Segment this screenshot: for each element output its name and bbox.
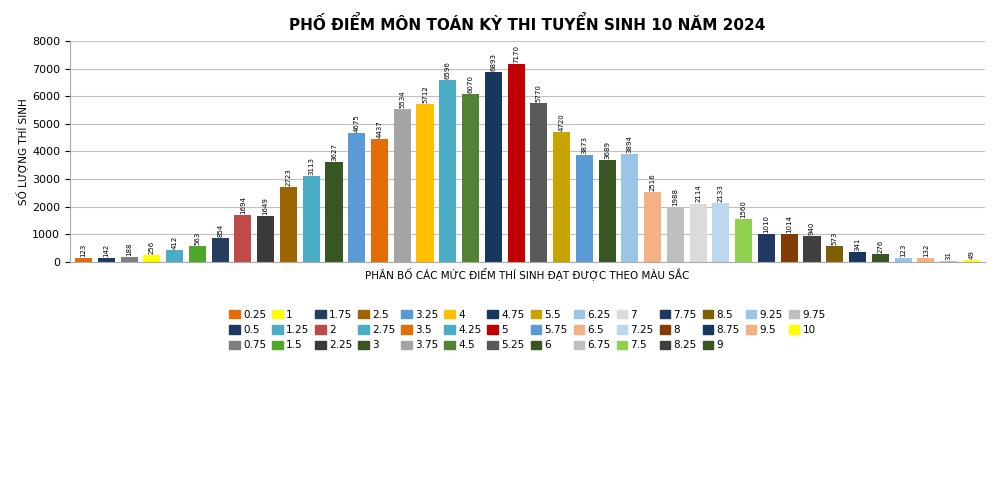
Bar [325,162,343,262]
Bar [963,260,980,262]
Text: 940: 940 [809,222,815,235]
Text: 1014: 1014 [786,215,792,233]
Text: 256: 256 [149,241,155,253]
Text: 5534: 5534 [399,90,405,108]
Text: 3894: 3894 [627,135,633,153]
Text: 5712: 5712 [422,85,428,103]
Bar [803,236,821,262]
X-axis label: PHÂN BỐ CÁC MỨC ĐIỂM THÍ SINH ĐẠT ĐƯỢC THEO MÀU SẮC: PHÂN BỐ CÁC MỨC ĐIỂM THÍ SINH ĐẠT ĐƯỢC T… [365,267,690,280]
Bar [530,103,547,262]
Bar [553,132,570,262]
Bar [781,234,798,262]
Bar [394,109,411,262]
Text: 3627: 3627 [331,143,337,161]
Text: 1649: 1649 [263,197,269,215]
Bar [758,234,775,262]
Title: PHỐ ĐIỂM MÔN TOÁN KỲ THI TUYỂN SINH 10 NĂM 2024: PHỐ ĐIỂM MÔN TOÁN KỲ THI TUYỂN SINH 10 N… [289,15,766,33]
Bar [189,247,206,262]
Bar [621,155,638,262]
Text: 1988: 1988 [672,188,678,206]
Text: 3113: 3113 [308,157,314,175]
Bar [75,258,92,262]
Text: 123: 123 [81,244,87,257]
Bar [212,238,229,262]
Bar [303,176,320,262]
Bar [735,219,752,262]
Text: 2516: 2516 [650,173,656,191]
Bar [940,261,957,262]
Text: 4675: 4675 [354,114,360,132]
Text: 1694: 1694 [240,196,246,214]
Text: 2114: 2114 [695,185,701,202]
Text: 6596: 6596 [445,61,451,79]
Bar [371,140,388,262]
Bar [462,94,479,262]
Bar [348,133,365,262]
Text: 1560: 1560 [741,200,747,218]
Text: 2133: 2133 [718,184,724,202]
Y-axis label: SỐ LƯỢNG THÍ SINH: SỐ LƯỢNG THÍ SINH [15,98,28,205]
Bar [826,246,843,262]
Text: 188: 188 [126,242,132,255]
Bar [485,72,502,262]
Bar [416,104,434,262]
Text: 854: 854 [217,224,223,237]
Bar [257,216,274,262]
Bar [872,254,889,262]
Text: 563: 563 [194,232,200,245]
Bar [576,155,593,262]
Text: 6070: 6070 [468,75,474,93]
Bar [895,258,912,262]
Text: 4720: 4720 [559,113,565,131]
Bar [690,203,707,262]
Text: 1010: 1010 [763,215,769,233]
Bar [166,250,183,262]
Text: 276: 276 [877,240,883,253]
Text: 3873: 3873 [581,136,587,154]
Bar [143,255,160,262]
Text: 3689: 3689 [604,141,610,159]
Text: 573: 573 [832,232,838,245]
Text: 5770: 5770 [536,83,542,101]
Legend: 0.25, 0.5, 0.75, 1, 1.25, 1.5, 1.75, 2, 2.25, 2.5, 2.75, 3, 3.25, 3.5, 3.75, 4, : 0.25, 0.5, 0.75, 1, 1.25, 1.5, 1.75, 2, … [226,307,829,353]
Bar [121,256,138,262]
Bar [599,160,616,262]
Bar [849,252,866,262]
Text: 6893: 6893 [490,53,496,71]
Text: 142: 142 [103,244,109,257]
Bar [508,64,525,262]
Text: 7170: 7170 [513,45,519,63]
Text: 132: 132 [923,244,929,257]
Text: 4437: 4437 [376,121,382,138]
Text: 49: 49 [968,250,974,259]
Text: 123: 123 [900,244,906,257]
Text: 31: 31 [946,251,952,260]
Bar [234,215,251,262]
Text: 2723: 2723 [285,168,291,185]
Bar [667,207,684,262]
Bar [439,80,456,262]
Text: 412: 412 [172,236,178,249]
Bar [98,258,115,262]
Bar [712,203,729,262]
Text: 341: 341 [855,238,861,251]
Bar [917,258,934,262]
Bar [644,192,661,262]
Bar [280,187,297,262]
